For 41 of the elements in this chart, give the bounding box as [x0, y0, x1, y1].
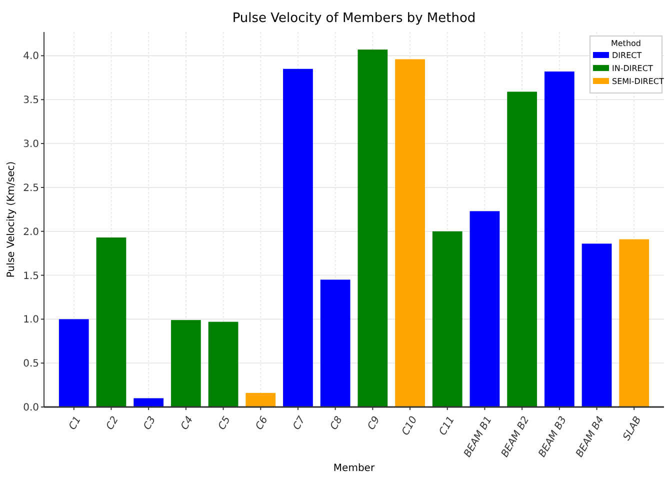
bar	[507, 92, 538, 407]
y-tick-label: 3.5	[23, 95, 39, 106]
legend-label: SEMI-DIRECT	[612, 76, 664, 86]
x-tick-label: C9	[366, 414, 382, 432]
y-tick-label: 2.5	[23, 182, 39, 194]
x-tick-label: C3	[142, 414, 158, 432]
y-tick-label: 1.5	[23, 270, 39, 282]
x-tick-label: C4	[179, 414, 196, 432]
bar	[134, 398, 164, 407]
chart-title: Pulse Velocity of Members by Method	[232, 11, 476, 26]
bar	[470, 211, 500, 407]
legend-label: IN-DIRECT	[612, 64, 653, 73]
bar	[544, 72, 574, 407]
y-tick-label: 3.0	[23, 139, 39, 150]
y-tick-label: 0.0	[23, 402, 39, 414]
x-tick-label: C7	[291, 414, 308, 432]
x-tick-label: C5	[216, 414, 233, 432]
x-axis-title: Member	[333, 463, 376, 474]
y-tick-label: 0.5	[23, 358, 39, 370]
bar	[283, 68, 313, 407]
bar	[395, 59, 425, 407]
bar	[246, 392, 276, 407]
bar	[619, 239, 650, 407]
x-tick-label: C8	[328, 414, 345, 432]
bar	[208, 322, 238, 407]
bar	[96, 238, 126, 407]
legend-label: DIRECT	[612, 50, 642, 60]
bar	[358, 50, 388, 407]
legend-title: Method	[610, 39, 642, 48]
y-tick-label: 4.0	[23, 51, 39, 62]
x-tick-label: C6	[254, 414, 270, 432]
y-tick-label: 2.0	[23, 226, 39, 238]
x-tick-label: C1	[67, 414, 84, 432]
bar	[58, 319, 89, 407]
y-axis-title: Pulse Velocity (Km/sec)	[6, 161, 17, 278]
x-tick-label: C2	[104, 414, 121, 432]
bar	[582, 244, 612, 407]
y-tick-label: 1.0	[23, 314, 39, 326]
bar	[170, 320, 201, 407]
bar	[432, 231, 462, 407]
bar	[320, 280, 350, 407]
